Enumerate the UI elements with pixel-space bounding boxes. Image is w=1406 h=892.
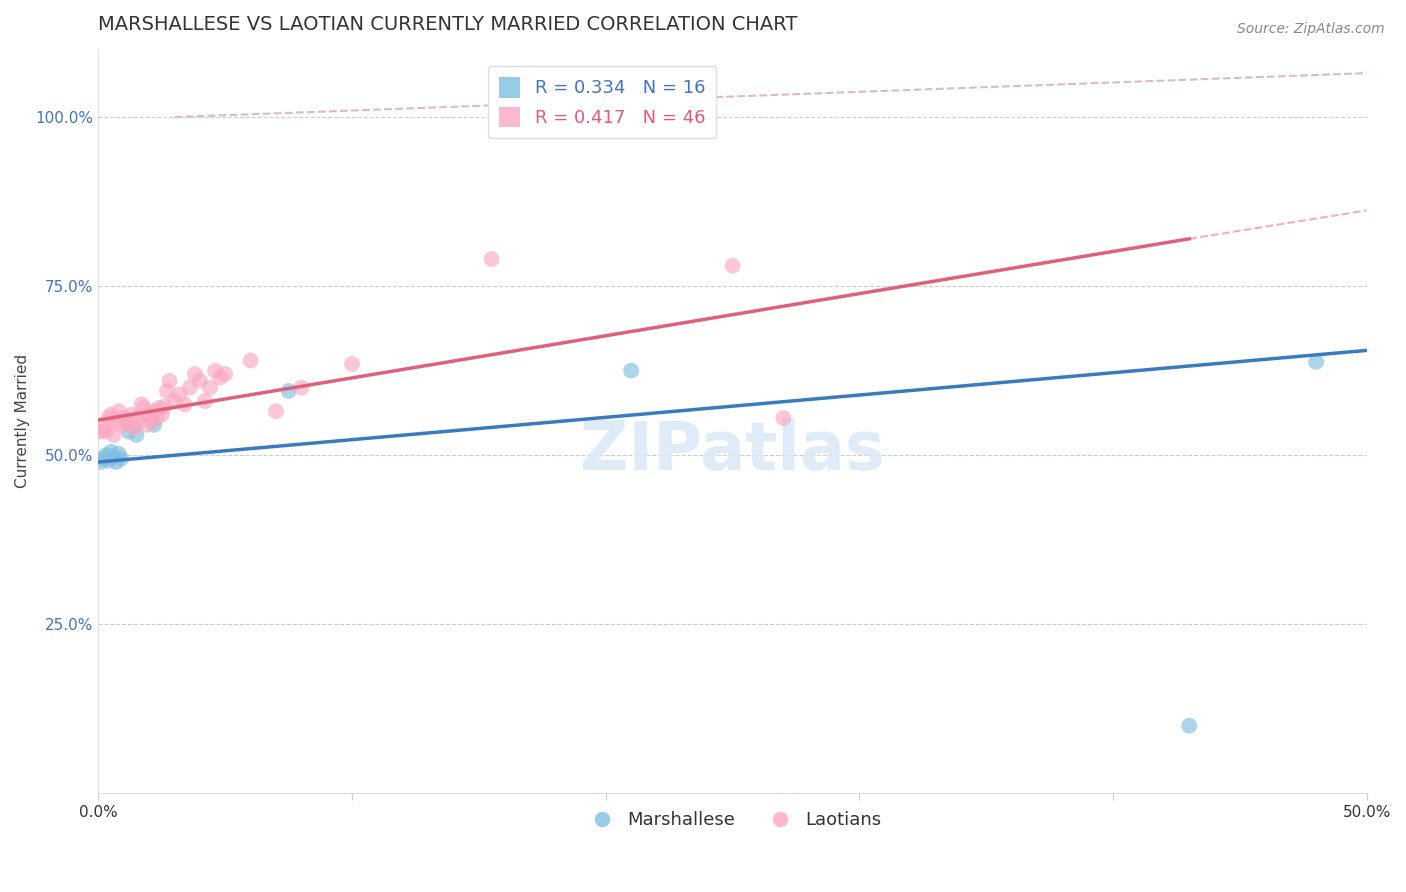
- Point: [94, 425, 117, 439]
- Point: [103, 428, 125, 442]
- Point: [110, 451, 132, 466]
- Point: [131, 397, 153, 411]
- Point: [169, 387, 191, 401]
- Point: [107, 447, 129, 461]
- Point: [122, 421, 145, 435]
- Point: [93, 421, 115, 435]
- Point: [277, 384, 299, 398]
- Point: [340, 357, 363, 371]
- Point: [90, 425, 112, 439]
- Y-axis label: Currently Married: Currently Married: [15, 354, 30, 489]
- Point: [135, 417, 157, 432]
- Point: [100, 408, 122, 422]
- Text: ZIPatlas: ZIPatlas: [581, 418, 884, 484]
- Point: [1305, 355, 1327, 369]
- Point: [264, 404, 287, 418]
- Point: [132, 401, 155, 415]
- Point: [721, 259, 744, 273]
- Point: [184, 367, 207, 381]
- Text: Source: ZipAtlas.com: Source: ZipAtlas.com: [1237, 22, 1385, 37]
- Point: [481, 252, 503, 266]
- Point: [105, 414, 128, 428]
- Point: [93, 451, 115, 466]
- Point: [214, 367, 236, 381]
- Point: [128, 414, 150, 428]
- Point: [153, 400, 176, 414]
- Text: MARSHALLESE VS LAOTIAN CURRENTLY MARRIED CORRELATION CHART: MARSHALLESE VS LAOTIAN CURRENTLY MARRIED…: [98, 15, 797, 34]
- Point: [118, 425, 141, 439]
- Point: [239, 353, 262, 368]
- Point: [112, 411, 135, 425]
- Point: [772, 411, 794, 425]
- Point: [125, 428, 148, 442]
- Point: [120, 408, 142, 422]
- Point: [115, 414, 138, 428]
- Point: [173, 397, 195, 411]
- Point: [110, 417, 132, 432]
- Point: [143, 404, 166, 418]
- Point: [143, 417, 166, 432]
- Point: [1178, 719, 1201, 733]
- Point: [150, 408, 173, 422]
- Point: [198, 381, 221, 395]
- Point: [145, 411, 167, 425]
- Point: [94, 448, 117, 462]
- Point: [209, 370, 232, 384]
- Point: [204, 364, 226, 378]
- Point: [97, 411, 120, 425]
- Point: [103, 450, 125, 464]
- Point: [118, 417, 141, 432]
- Point: [107, 404, 129, 418]
- Point: [194, 394, 217, 409]
- Point: [156, 384, 179, 398]
- Point: [138, 408, 160, 422]
- Point: [90, 455, 112, 469]
- Point: [620, 364, 643, 378]
- Point: [179, 381, 201, 395]
- Point: [100, 445, 122, 459]
- Point: [290, 381, 312, 395]
- Point: [141, 414, 163, 428]
- Point: [125, 411, 148, 425]
- Point: [163, 394, 186, 409]
- Point: [148, 401, 170, 415]
- Point: [97, 453, 120, 467]
- Legend: Marshallese, Laotians: Marshallese, Laotians: [576, 804, 889, 837]
- Point: [188, 374, 211, 388]
- Point: [105, 455, 128, 469]
- Point: [159, 374, 181, 388]
